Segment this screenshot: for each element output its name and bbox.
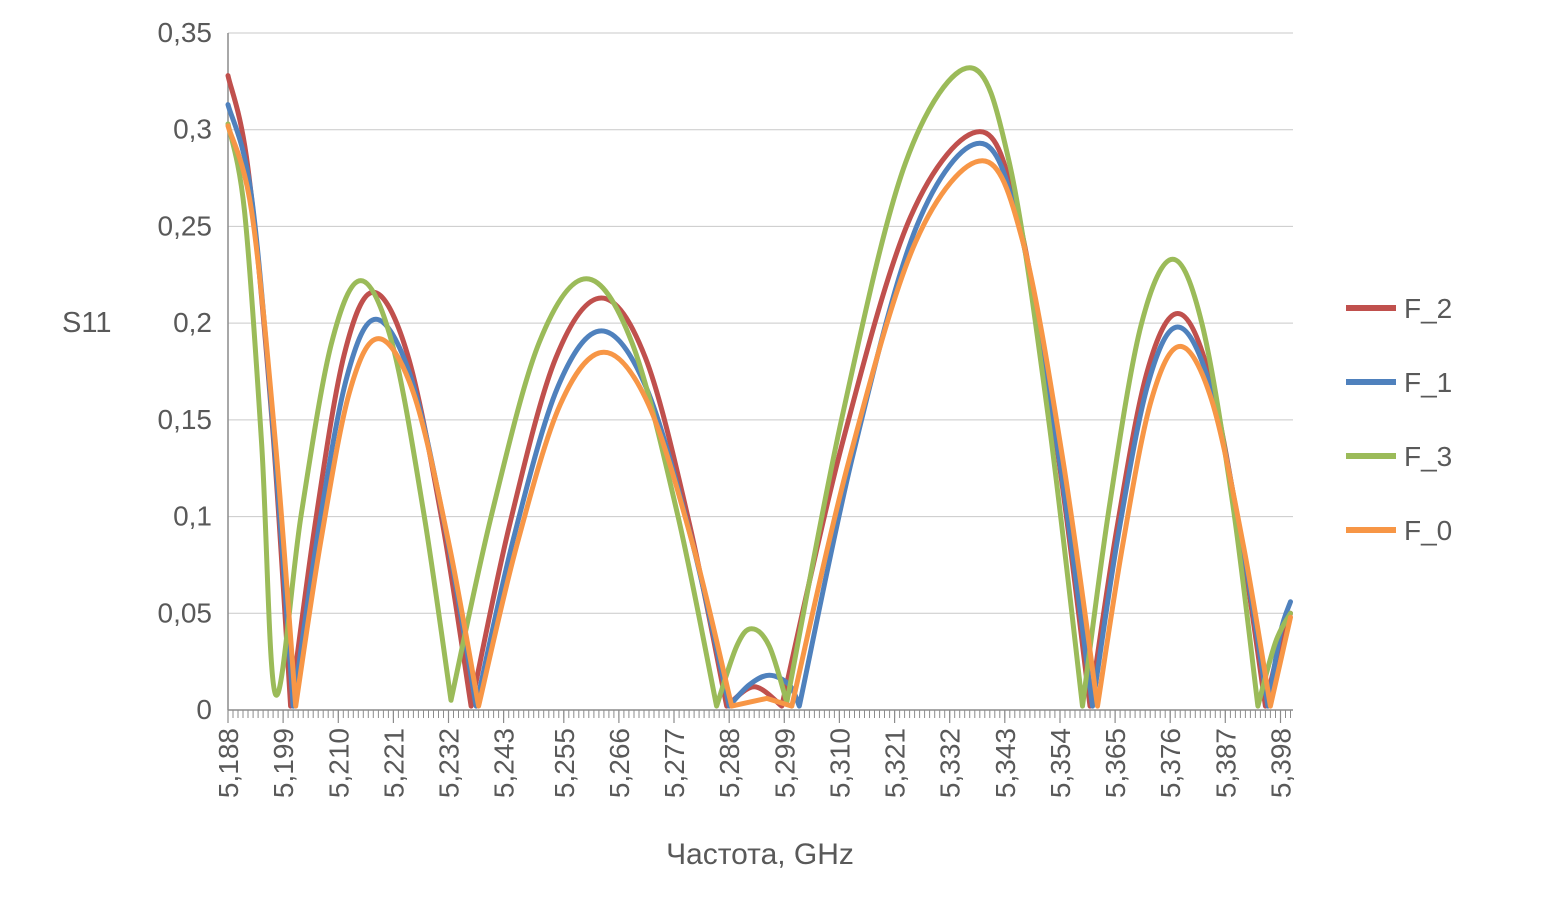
x-axis-tick-label: 5,299 (769, 728, 800, 798)
legend-item-F_2: F_2 (1346, 293, 1452, 324)
x-axis-tick-label: 5,387 (1210, 728, 1241, 798)
x-ticks-group (227, 710, 1291, 723)
x-axis-tick-label: 5,188 (213, 728, 244, 798)
x-axis-tick-label: 5,266 (604, 728, 635, 798)
legend-label-F_0: F_0 (1404, 515, 1452, 546)
x-axis-tick-label: 5,343 (990, 728, 1021, 798)
x-axis-tick-label: 5,221 (378, 728, 409, 798)
x-axis-tick-label: 5,232 (434, 728, 465, 798)
legend-label-F_1: F_1 (1404, 367, 1452, 398)
x-axis-tick-label: 5,288 (714, 728, 745, 798)
x-axis-tick-label: 5,210 (323, 728, 354, 798)
legend-label-F_3: F_3 (1404, 441, 1452, 472)
x-axis-tick-label: 5,365 (1100, 728, 1131, 798)
x-axis-tick-label: 5,243 (489, 728, 520, 798)
y-axis-title: S11 (62, 307, 111, 339)
x-axis-tick-label: 5,310 (824, 728, 855, 798)
series-line-F_2 (225, 73, 1293, 709)
legend-label-F_2: F_2 (1404, 293, 1452, 324)
x-axis-tick-label: 5,277 (659, 728, 690, 798)
legend-item-F_1: F_1 (1346, 367, 1452, 398)
y-axis-tick-label: 0,05 (158, 597, 213, 628)
y-axis-tick-label: 0,35 (158, 17, 213, 48)
x-axis-labels-group: 5,188 5,199 5,210 5,221 5,232 5,243 5,255 5,266… (213, 728, 1297, 798)
legend-group: F_2 F_1 F_3 F_0 (1346, 293, 1452, 546)
series-line-F_0 (225, 123, 1293, 709)
x-axis-title: Частота, GHz (666, 838, 854, 871)
x-axis-tick-label: 5,255 (549, 728, 580, 798)
x-axis-tick-label: 5,376 (1155, 728, 1186, 798)
y-axis-tick-label: 0 (196, 694, 212, 725)
legend-item-F_3: F_3 (1346, 441, 1452, 472)
x-axis-tick-label: 5,321 (880, 728, 911, 798)
x-axis-tick-label: 5,332 (935, 728, 966, 798)
series-line-F_1 (225, 102, 1293, 709)
x-axis-tick-label: 5,199 (268, 728, 299, 798)
y-axis-tick-label: 0,1 (173, 501, 212, 532)
y-axis-tick-label: 0,2 (173, 307, 212, 338)
legend-item-F_0: F_0 (1346, 515, 1452, 546)
y-axis-labels-group: 0 0,05 0,1 0,15 0,2 0,25 0,3 0,35 (158, 17, 213, 725)
series-group (225, 65, 1293, 709)
x-axis-tick-label: 5,398 (1266, 728, 1297, 798)
series-line-F_3 (225, 65, 1293, 709)
y-axis-tick-label: 0,25 (158, 210, 213, 241)
y-axis-tick-label: 0,3 (173, 114, 212, 145)
y-axis-tick-label: 0,15 (158, 404, 213, 435)
x-axis-tick-label: 5,354 (1045, 728, 1076, 798)
